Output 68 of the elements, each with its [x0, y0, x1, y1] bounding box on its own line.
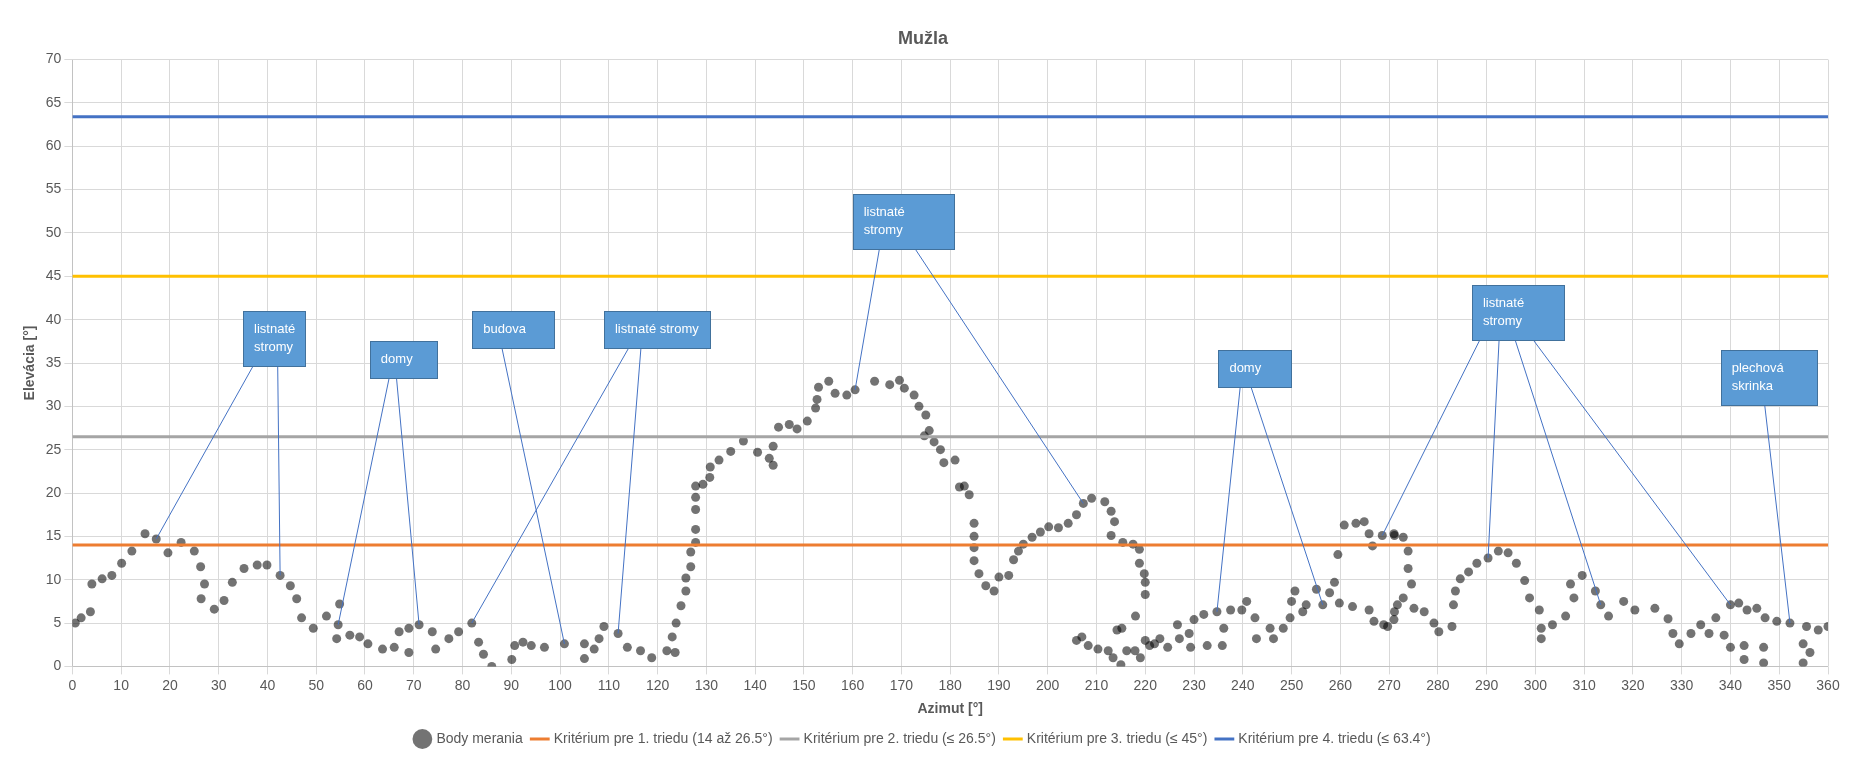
callout-box: domy [369, 341, 439, 380]
y-tick-label: 25 [45, 440, 62, 457]
x-tick-label: 120 [645, 676, 670, 693]
chart-title: Mužla [897, 27, 949, 48]
callout-box: listnaté stromy [243, 311, 307, 367]
legend-label: Kritérium pre 4. triedu (≤ 63.4°) [1238, 729, 1431, 746]
y-tick-label: 35 [45, 353, 62, 370]
x-tick-label: 290 [1474, 676, 1499, 693]
x-tick-label: 110 [597, 676, 621, 693]
callout-box: plechová skrinka [1720, 350, 1819, 406]
x-tick-label: 10 [113, 676, 130, 693]
x-tick-label: 300 [1523, 676, 1548, 693]
y-tick-label: 0 [53, 657, 62, 674]
callout-box: domy [1218, 350, 1292, 388]
x-tick-label: 30 [210, 676, 227, 693]
x-tick-label: 360 [1816, 676, 1840, 693]
legend-label: Kritérium pre 3. triedu (≤ 45°) [1026, 729, 1208, 746]
x-tick-label: 140 [743, 676, 768, 693]
x-tick-label: 350 [1767, 676, 1792, 693]
x-tick-label: 60 [357, 676, 373, 693]
x-tick-label: 40 [259, 676, 276, 693]
y-tick-label: 5 [53, 613, 62, 630]
y-tick-label: 10 [45, 570, 62, 587]
x-tick-label: 200 [1036, 676, 1060, 693]
x-tick-label: 50 [308, 676, 325, 693]
x-tick-label: 220 [1133, 676, 1158, 693]
y-tick-label: 70 [45, 50, 62, 67]
x-tick-label: 230 [1182, 676, 1206, 693]
x-tick-label: 320 [1621, 676, 1645, 693]
x-tick-label: 240 [1231, 676, 1255, 693]
y-axis-title: Elevácia [°] [21, 325, 38, 401]
x-axis-title: Azimut [°] [917, 700, 983, 717]
x-tick-label: 20 [162, 676, 178, 693]
x-tick-label: 270 [1377, 676, 1401, 693]
y-tick-label: 30 [45, 397, 62, 414]
y-tick-label: 65 [45, 93, 62, 110]
x-tick-label: 150 [792, 676, 816, 693]
x-tick-label: 80 [454, 676, 471, 693]
x-tick-label: 260 [1328, 676, 1353, 693]
callout-box: listnaté stromy [852, 193, 956, 250]
y-tick-label: 60 [45, 137, 62, 154]
x-tick-label: 70 [405, 676, 422, 693]
legend-label: Kritérium pre 1. triedu (14 až 26.5°) [553, 729, 773, 746]
y-tick-label: 45 [45, 267, 62, 284]
x-tick-label: 280 [1426, 676, 1450, 693]
x-tick-label: 130 [694, 676, 719, 693]
y-tick-label: 40 [45, 310, 62, 327]
x-tick-label: 170 [889, 676, 914, 693]
y-tick-label: 15 [45, 527, 62, 544]
callout-box: listnaté stromy [1472, 284, 1565, 341]
legend-label: Body merania [436, 729, 523, 746]
x-tick-label: 0 [68, 676, 77, 693]
y-tick-label: 50 [45, 223, 62, 240]
x-tick-label: 310 [1572, 676, 1597, 693]
x-tick-label: 180 [938, 676, 963, 693]
y-tick-label: 55 [45, 180, 62, 197]
x-tick-label: 330 [1670, 676, 1694, 693]
callout-box: listnaté stromy [603, 311, 712, 349]
legend-label: Kritérium pre 2. triedu (≤ 26.5°) [803, 729, 996, 746]
x-tick-label: 100 [548, 676, 572, 693]
x-tick-label: 250 [1279, 676, 1304, 693]
x-tick-label: 210 [1084, 676, 1109, 693]
x-tick-label: 90 [503, 676, 520, 693]
callout-box: budova [472, 311, 556, 349]
x-tick-label: 190 [987, 676, 1011, 693]
x-tick-label: 160 [840, 676, 865, 693]
y-tick-label: 20 [45, 483, 62, 500]
x-tick-label: 340 [1718, 676, 1743, 693]
